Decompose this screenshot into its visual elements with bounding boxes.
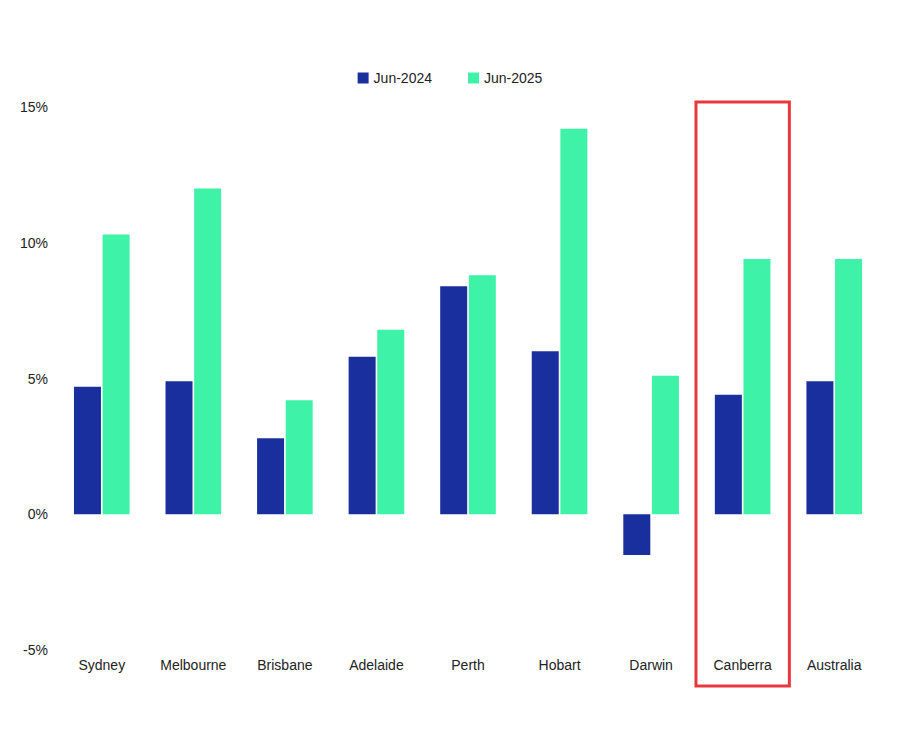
svg-text:Hobart: Hobart xyxy=(539,657,581,673)
svg-text:Perth: Perth xyxy=(451,657,484,673)
svg-text:Jun-2024: Jun-2024 xyxy=(374,70,433,86)
svg-text:Brisbane: Brisbane xyxy=(257,657,312,673)
svg-text:0%: 0% xyxy=(28,506,48,522)
svg-text:Australia: Australia xyxy=(807,657,862,673)
svg-text:Sydney: Sydney xyxy=(78,657,125,673)
svg-text:-5%: -5% xyxy=(23,642,48,658)
svg-text:Jun-2025: Jun-2025 xyxy=(484,70,543,86)
svg-text:Adelaide: Adelaide xyxy=(349,657,404,673)
svg-text:Canberra: Canberra xyxy=(713,657,772,673)
svg-text:15%: 15% xyxy=(20,99,48,115)
svg-text:Melbourne: Melbourne xyxy=(160,657,226,673)
svg-text:5%: 5% xyxy=(28,371,48,387)
svg-text:Darwin: Darwin xyxy=(629,657,673,673)
svg-text:10%: 10% xyxy=(20,235,48,251)
